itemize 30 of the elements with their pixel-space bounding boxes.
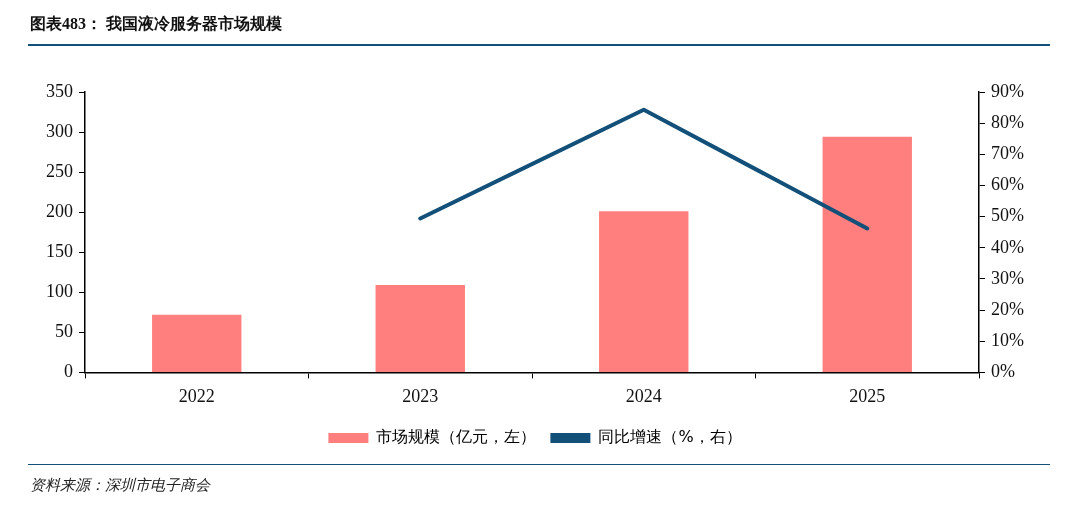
bar <box>152 314 242 372</box>
x-tick-label: 2022 <box>178 385 215 406</box>
bar <box>375 285 465 372</box>
y-tick-label: 250 <box>46 160 73 181</box>
y2-tick-label: 80% <box>991 111 1025 132</box>
y-tick-label: 100 <box>46 281 73 302</box>
x-tick-label: 2025 <box>849 385 886 406</box>
bar <box>822 136 912 372</box>
y-tick-label: 350 <box>46 80 73 101</box>
y2-tick-label: 0% <box>991 361 1016 382</box>
chart-title: 图表483： 我国液冷服务器市场规模 <box>30 14 282 34</box>
y2-tick-label: 60% <box>991 174 1025 195</box>
legend-label: 市场规模（亿元，左） <box>376 427 537 447</box>
y-tick-label: 150 <box>46 240 73 261</box>
y2-tick-label: 30% <box>991 267 1025 288</box>
text: 资料来源：深圳市电子商会 <box>30 476 210 495</box>
y2-tick-label: 10% <box>991 329 1025 350</box>
y-tick-label: 200 <box>46 200 73 221</box>
y-tick-label: 0 <box>64 361 73 382</box>
y2-tick-label: 90% <box>991 80 1025 101</box>
x-tick-label: 2023 <box>402 385 439 406</box>
y2-tick-label: 20% <box>991 298 1025 319</box>
x-tick-label: 2024 <box>625 385 662 406</box>
y2-tick-label: 70% <box>991 143 1025 164</box>
y2-tick-label: 40% <box>991 236 1025 257</box>
y-tick-label: 50 <box>55 321 73 342</box>
bar <box>599 211 689 372</box>
y-tick-label: 300 <box>46 120 73 141</box>
y2-tick-label: 50% <box>991 205 1025 226</box>
legend-label: 同比增速（%，右） <box>598 427 742 447</box>
